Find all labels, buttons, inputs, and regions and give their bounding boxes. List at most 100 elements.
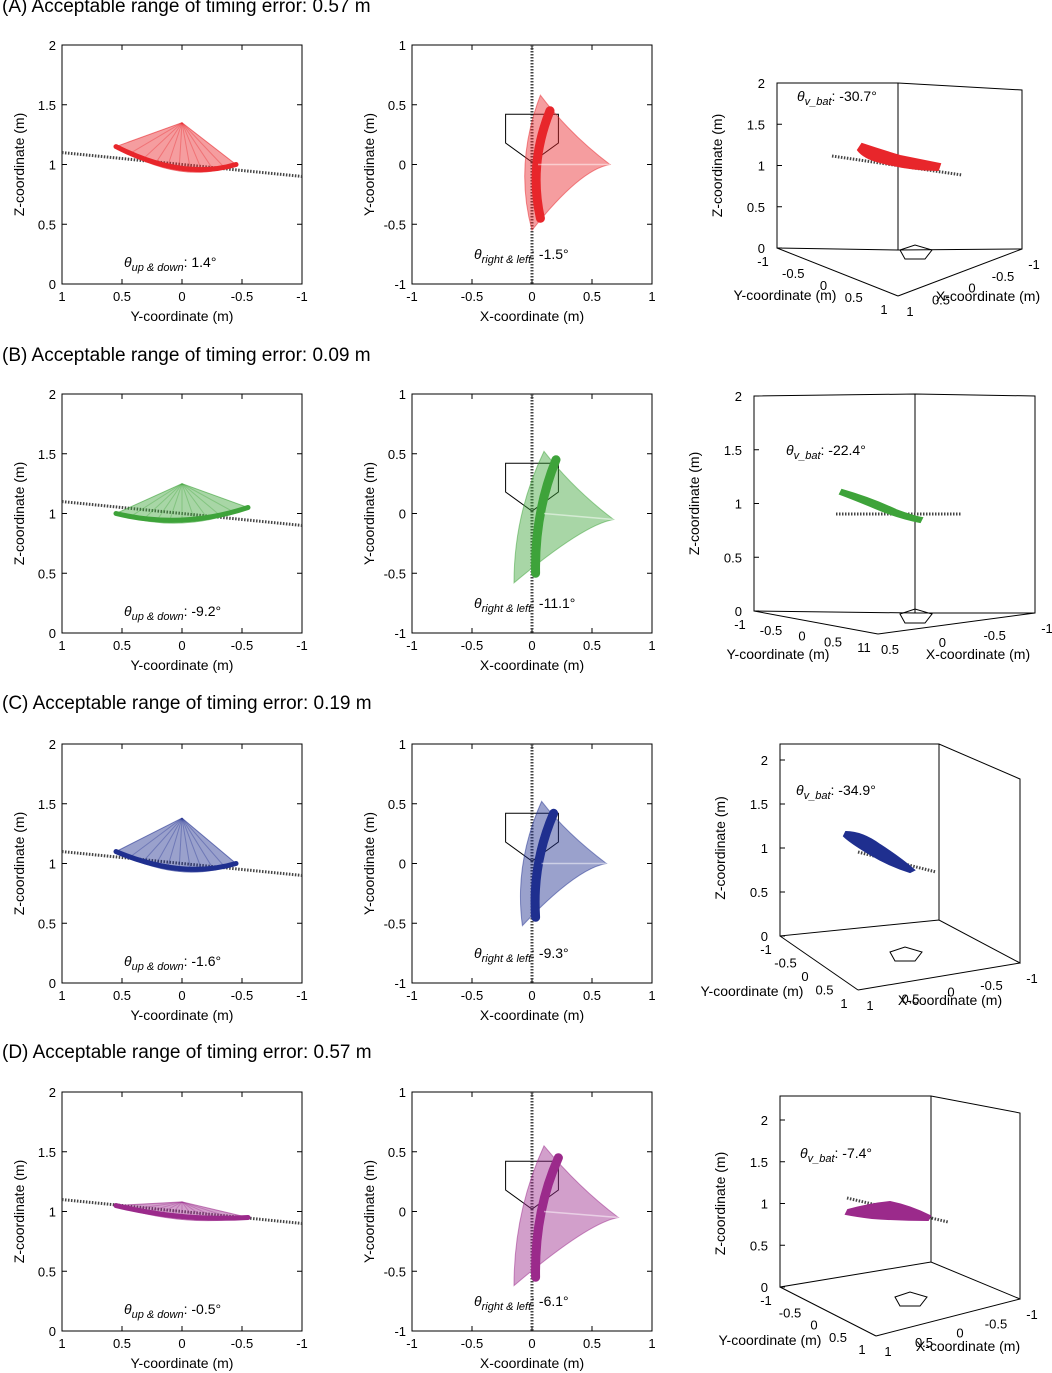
theta-up-down-label: θup & down: -1.6° bbox=[124, 953, 221, 973]
x-axis-label: X-coordinate (m) bbox=[916, 1338, 1020, 1354]
x-tick-label: -0.5 bbox=[985, 1316, 1007, 1331]
y-axis-label: Y-coordinate (m) bbox=[701, 983, 804, 999]
x-tick-label: 1 bbox=[648, 289, 655, 304]
x-tick-label: 0 bbox=[178, 988, 185, 1003]
box-edge bbox=[779, 1286, 877, 1337]
y-tick-label: -1 bbox=[394, 277, 406, 292]
y-tick-label: 1 bbox=[880, 302, 887, 317]
box-outline bbox=[779, 743, 1021, 964]
x-tick-label: 0 bbox=[528, 988, 535, 1003]
y-axis-label: Y-coordinate (m) bbox=[719, 1332, 822, 1348]
swing-fan-ray bbox=[181, 122, 203, 173]
x-tick-label: 1 bbox=[58, 988, 65, 1003]
z-tick-label: 0.5 bbox=[750, 885, 768, 900]
y-axis-label: Y-coordinate (m) bbox=[734, 287, 837, 303]
bat-path bbox=[531, 1153, 563, 1282]
x-tick-label: 1 bbox=[58, 638, 65, 653]
theta-v-bat-label: θv_bat: -34.9° bbox=[796, 782, 876, 802]
y-tick-label: 0.5 bbox=[38, 217, 56, 232]
x-tick-label: -1 bbox=[406, 988, 418, 1003]
z-tick-label: 0 bbox=[761, 929, 768, 944]
z-tick-label: 1 bbox=[735, 497, 742, 512]
x-tick-label: -0.5 bbox=[983, 628, 1005, 643]
x-tick-label: -1 bbox=[296, 289, 308, 304]
z-tick-label: 1.5 bbox=[750, 1155, 768, 1170]
z-axis-label: Z-coordinate (m) bbox=[709, 114, 725, 217]
y-tick-label: 2 bbox=[49, 387, 56, 402]
y-tick-label: 1 bbox=[49, 158, 56, 173]
z-tick-label: 0.5 bbox=[724, 550, 742, 565]
panel-title-a: (A) Acceptable range of timing error: 0.… bbox=[2, 0, 371, 17]
y-axis-label: Z-coordinate (m) bbox=[11, 113, 27, 216]
y-tick-label: 0.5 bbox=[38, 916, 56, 931]
top-view-plot: -1 -0.5 0 0.5 1 -1 -0.5 0 0.5 1 X-coordinate (m) Y-… bbox=[361, 38, 656, 324]
box-edge bbox=[753, 610, 879, 635]
top-view-plot: -1 -0.5 0 0.5 1 -1 -0.5 0 0.5 1 X-coordinate (m) Y-… bbox=[361, 737, 656, 1023]
z-tick-label: 0 bbox=[761, 1280, 768, 1295]
y-tick-label: 0 bbox=[49, 626, 56, 641]
x-tick-label: -1 bbox=[1026, 1307, 1038, 1322]
swing-fan-ray bbox=[181, 817, 215, 871]
y-axis-label: Y-coordinate (m) bbox=[361, 462, 377, 565]
y-tick-label: 1 bbox=[399, 1085, 406, 1100]
x-tick-label: 0.5 bbox=[113, 638, 131, 653]
box-edge bbox=[857, 962, 1021, 991]
y-tick-label: 2 bbox=[49, 737, 56, 752]
x-tick-label: -1 bbox=[296, 638, 308, 653]
x-axis-label: X-coordinate (m) bbox=[926, 646, 1030, 662]
y-axis-label: Y-coordinate (m) bbox=[361, 113, 377, 216]
swing-fan-ray bbox=[128, 817, 183, 859]
z-tick-label: 1 bbox=[761, 1197, 768, 1212]
home-plate bbox=[889, 946, 923, 962]
z-tick-label: 2 bbox=[758, 76, 765, 91]
side-view-plot: 1 0.5 0 -0.5 -1 0 0.5 1 1.5 2 Y-coordinate (m) Z-co… bbox=[11, 387, 308, 673]
y-tick-label: -1 bbox=[394, 1324, 406, 1339]
y-tick-label: -0.5 bbox=[779, 1305, 801, 1320]
y-tick-label: 1 bbox=[49, 857, 56, 872]
bat-path bbox=[530, 808, 559, 922]
swing-fan-ray bbox=[181, 817, 226, 868]
y-tick-label: -1 bbox=[757, 254, 769, 269]
y-tick-label: 0.5 bbox=[824, 634, 842, 649]
y-tick-label: 1.5 bbox=[38, 1145, 56, 1160]
x-tick-label: -0.5 bbox=[992, 269, 1014, 284]
x-tick-label: 0 bbox=[178, 638, 185, 653]
x-tick-label: -1 bbox=[1028, 257, 1040, 272]
x-tick-label: -1 bbox=[296, 1336, 308, 1351]
z-tick-label: 0.5 bbox=[747, 200, 765, 215]
y-tick-label: -1 bbox=[734, 617, 746, 632]
x-tick-label: 0.5 bbox=[583, 289, 601, 304]
x-tick-label: 0.5 bbox=[583, 1336, 601, 1351]
y-tick-label: 1 bbox=[399, 737, 406, 752]
swing-fan-ray bbox=[181, 483, 222, 518]
top-view-plot: -1 -0.5 0 0.5 1 -1 -0.5 0 0.5 1 X-coordinate (m) Y-… bbox=[361, 1085, 656, 1371]
y-tick-label: 0.5 bbox=[38, 1264, 56, 1279]
z-axis-label: Z-coordinate (m) bbox=[686, 452, 702, 555]
panel-title-d: (D) Acceptable range of timing error: 0.… bbox=[2, 1042, 372, 1063]
y-tick-label: 1.5 bbox=[38, 447, 56, 462]
swing-fan-ray bbox=[181, 483, 209, 521]
theta-right-left-label: θright & left: -9.3° bbox=[474, 945, 569, 965]
swing-fan-ray bbox=[142, 483, 183, 521]
x-axis-label: Y-coordinate (m) bbox=[131, 308, 234, 324]
theta-up-down-label: θup & down: 1.4° bbox=[124, 254, 216, 274]
x-tick-label: -1 bbox=[1026, 971, 1038, 986]
y-tick-label: 0 bbox=[820, 278, 827, 293]
z-tick-label: 1 bbox=[761, 841, 768, 856]
y-tick-label: 0 bbox=[49, 976, 56, 991]
y-tick-label: 0 bbox=[399, 507, 406, 522]
x-tick-label: 1 bbox=[58, 289, 65, 304]
y-axis-label: Y-coordinate (m) bbox=[361, 1160, 377, 1263]
y-tick-label: 0.5 bbox=[388, 447, 406, 462]
theta-up-down-label: θup & down: -9.2° bbox=[124, 603, 221, 623]
panel-title-b: (B) Acceptable range of timing error: 0.… bbox=[2, 345, 371, 366]
x-tick-label: -0.5 bbox=[231, 1336, 253, 1351]
x-tick-label: -0.5 bbox=[231, 289, 253, 304]
bat-head-path bbox=[113, 144, 239, 173]
x-tick-label: 0.5 bbox=[932, 292, 950, 307]
swing-fan bbox=[114, 122, 237, 173]
bat-path bbox=[531, 455, 561, 578]
